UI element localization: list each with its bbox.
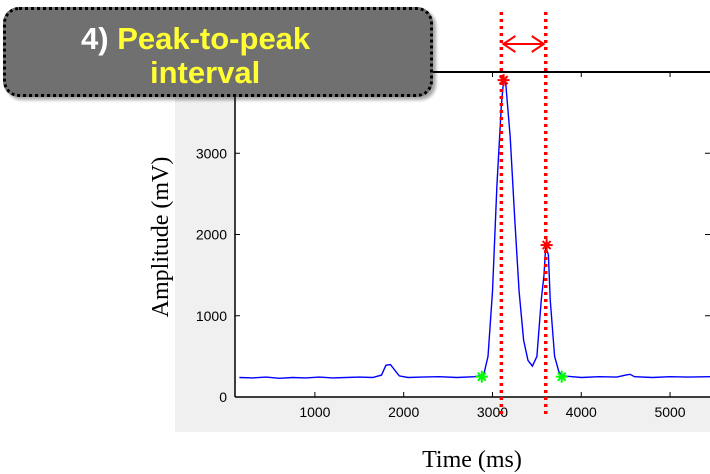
x-tick-label: 3000 [477, 404, 508, 420]
callout-line-1: 4) Peak-to-peak [81, 22, 310, 56]
x-tick-label: 4000 [566, 404, 597, 420]
plot-area [235, 72, 710, 397]
y-ticks: 0 1000 2000 3000 [196, 145, 710, 405]
x-axis-title: Time (ms) [422, 447, 522, 473]
y-tick-label: 3000 [196, 145, 227, 161]
callout-title-part2: interval [150, 55, 261, 90]
x-tick-label: 2000 [388, 404, 419, 420]
callout-box: 4) Peak-to-peak interval [3, 7, 433, 97]
onset-marker [475, 370, 488, 383]
y-tick-label: 2000 [196, 227, 227, 243]
x-ticks: 1000 2000 3000 4000 5000 [299, 72, 686, 420]
y-tick-label: 0 [219, 389, 227, 405]
callout-title-part1: Peak-to-peak [117, 21, 311, 56]
y-axis-title: Amplitude (mV) [148, 157, 174, 318]
x-tick-label: 5000 [654, 404, 685, 420]
y-tick-label: 1000 [196, 308, 227, 324]
guide-lines [499, 12, 548, 418]
onset-marker [555, 370, 568, 383]
interval-arrow-head-right [531, 35, 546, 53]
interval-arrow-head-left [501, 35, 516, 53]
x-tick-label: 1000 [299, 404, 330, 420]
callout-number: 4) [81, 21, 109, 56]
